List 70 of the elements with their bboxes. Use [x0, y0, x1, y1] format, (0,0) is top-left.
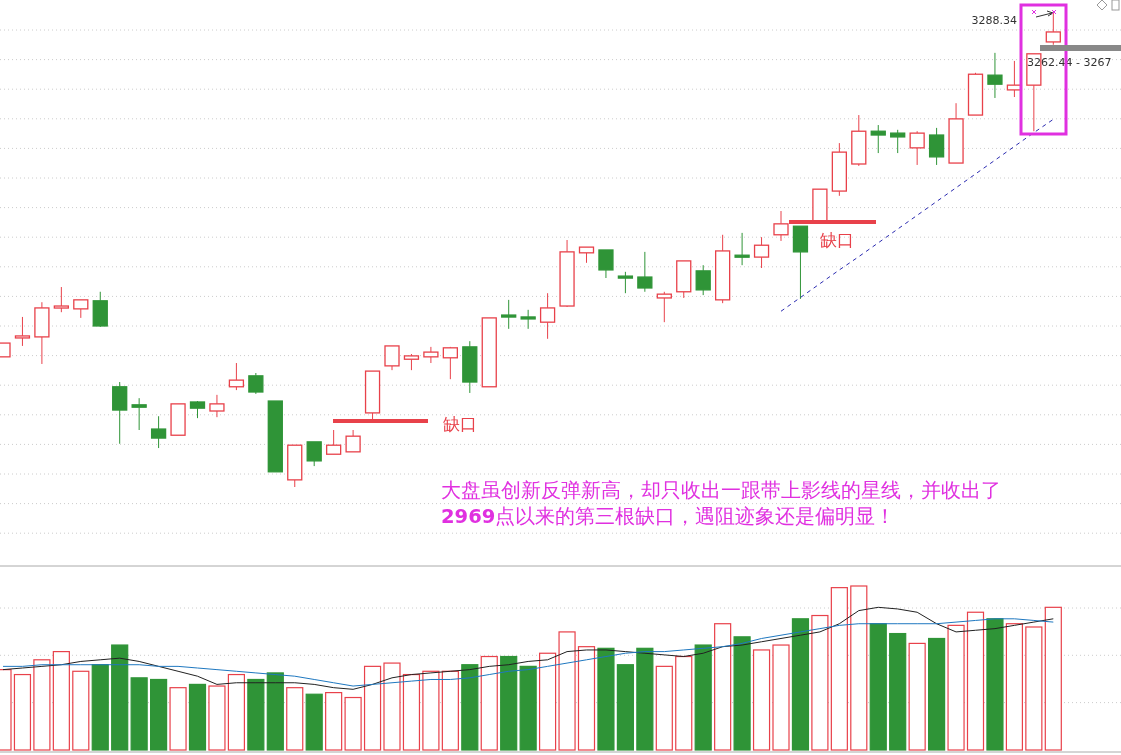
bar — [344, 696, 362, 751]
annotation: 缺口 — [443, 414, 477, 434]
candlestick — [870, 124, 886, 154]
bar — [422, 670, 440, 751]
candlestick — [637, 251, 653, 293]
bar — [850, 585, 868, 751]
bar — [247, 678, 265, 751]
bar — [441, 670, 459, 751]
candlestick — [34, 301, 50, 365]
bar — [616, 664, 634, 751]
candlestick — [150, 415, 167, 449]
bar — [519, 665, 537, 751]
bar — [947, 624, 965, 751]
bar — [558, 631, 576, 751]
bar — [714, 623, 732, 751]
bar — [150, 678, 168, 751]
bar — [169, 687, 187, 751]
bar — [966, 611, 985, 751]
bar — [636, 647, 654, 751]
bar — [752, 649, 771, 751]
bar — [733, 636, 751, 751]
candlestick — [734, 232, 750, 266]
candlestick — [539, 292, 556, 340]
bar — [383, 662, 401, 751]
bar — [480, 655, 498, 751]
candlestick — [228, 362, 245, 391]
bar — [52, 651, 70, 751]
bar — [402, 673, 421, 751]
bar — [986, 618, 1004, 751]
bar — [72, 670, 90, 751]
candlestick — [987, 52, 1003, 99]
bar — [577, 646, 596, 751]
bar — [111, 644, 129, 751]
bar — [227, 673, 245, 751]
bar — [539, 652, 557, 751]
bar — [208, 685, 226, 751]
bar — [772, 644, 790, 751]
bar — [130, 677, 148, 751]
bar — [869, 623, 887, 751]
bar — [1044, 606, 1062, 751]
bar — [500, 655, 518, 751]
bar — [908, 642, 926, 751]
bar — [188, 683, 207, 751]
bar — [791, 618, 810, 751]
bar — [363, 665, 382, 751]
bar — [928, 637, 946, 751]
bar — [889, 632, 907, 751]
bar — [325, 692, 343, 751]
bar — [461, 664, 479, 751]
candlestick — [423, 346, 439, 364]
bar — [33, 659, 51, 751]
bar — [266, 672, 284, 751]
annotation: 缺口 — [820, 230, 854, 250]
bar — [286, 687, 304, 751]
bar — [91, 664, 109, 751]
bar — [305, 693, 323, 751]
candlestick — [209, 394, 225, 418]
bar — [597, 647, 615, 751]
candlestick — [248, 372, 264, 395]
bar — [675, 655, 693, 751]
annotation: 3288.34 — [971, 14, 1017, 27]
bar — [655, 665, 673, 751]
annotation: 大盘虽创新反弹新高，却只收出一跟带上影线的星线，并收出了2969点以来的第三根缺口，遇阻迹象还是偏明显！ — [441, 479, 1001, 528]
candlestick — [773, 210, 789, 242]
bar — [811, 614, 829, 751]
candlestick — [753, 236, 770, 269]
bar — [1025, 626, 1043, 751]
bar — [1005, 623, 1023, 751]
bar — [830, 587, 848, 751]
bar — [694, 644, 712, 751]
